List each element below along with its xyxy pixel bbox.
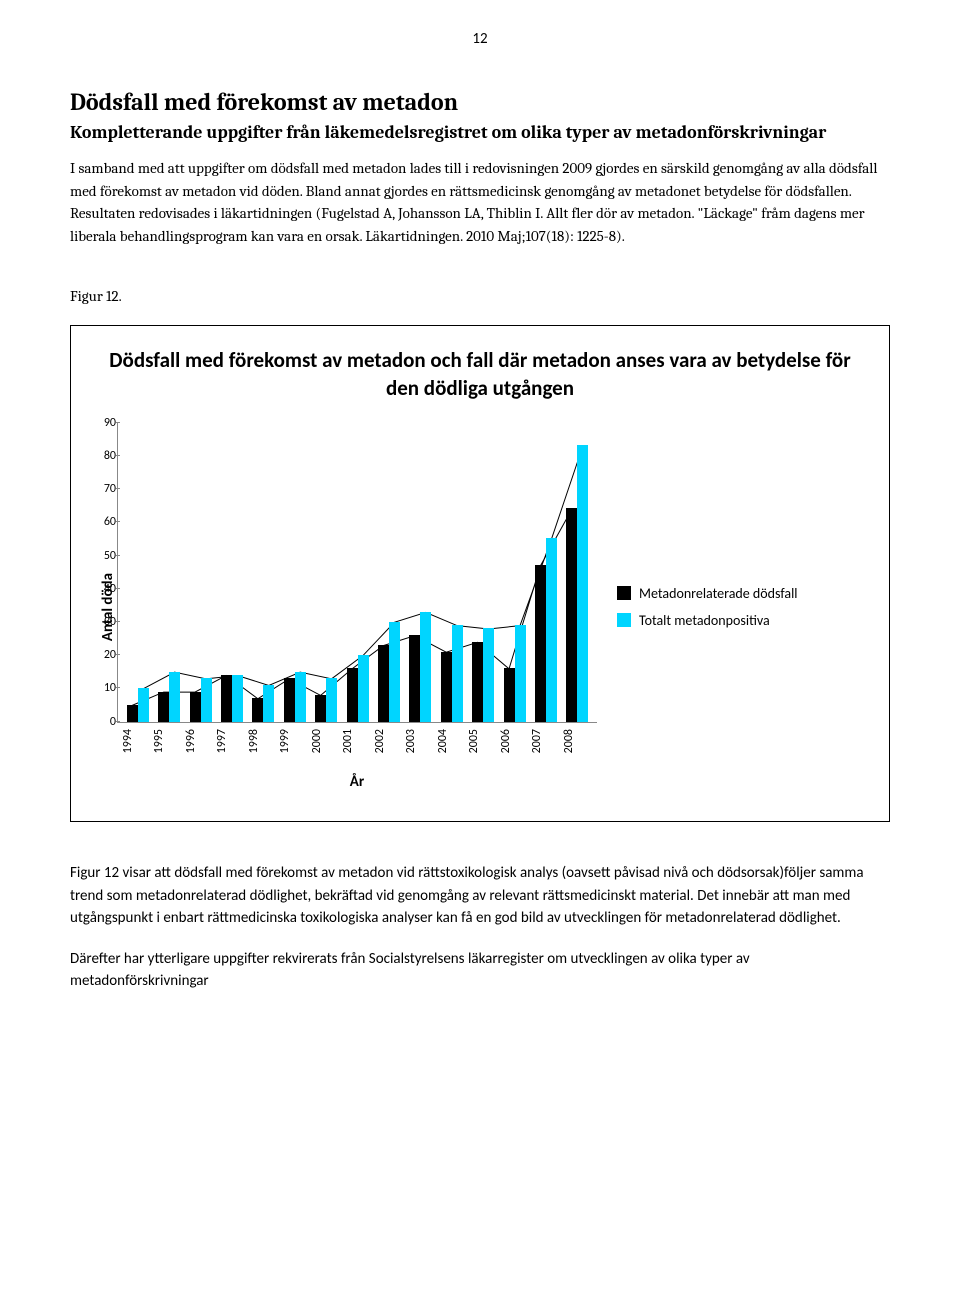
x-axis-label: År <box>117 773 597 791</box>
x-tick-label: 2002 <box>373 729 404 755</box>
legend: Metadonrelaterade dödsfall Totalt metadon… <box>617 575 798 639</box>
main-heading: Dödsfall med förekomst av metadon <box>70 88 890 116</box>
x-tick-label: 2000 <box>310 729 341 755</box>
y-tick: 40 <box>104 582 116 596</box>
x-tick-label: 2004 <box>436 729 467 755</box>
bar <box>347 668 358 721</box>
bar-group <box>467 423 498 722</box>
y-ticks: 0102030405060708090 <box>86 423 116 722</box>
bar <box>326 678 337 721</box>
bar-group <box>310 423 341 722</box>
bar <box>577 445 588 722</box>
bar-group <box>499 423 530 722</box>
bar <box>232 675 243 722</box>
y-tick: 10 <box>104 681 116 695</box>
x-tick-label: 1996 <box>184 729 215 755</box>
bar <box>420 612 431 722</box>
x-tick-label: 2005 <box>467 729 498 755</box>
bar <box>566 508 577 721</box>
chart-title: Dödsfall med förekomst av metadon och fa… <box>91 346 869 403</box>
x-tick-label: 1998 <box>247 729 278 755</box>
bar <box>515 625 526 722</box>
y-tick: 20 <box>104 648 116 662</box>
bar <box>535 565 546 722</box>
bar-group <box>248 423 279 722</box>
bar-group <box>405 423 436 722</box>
bar <box>127 705 138 722</box>
plot-area: 0102030405060708090 <box>117 423 597 723</box>
bar <box>409 635 420 722</box>
bar-group <box>373 423 404 722</box>
bar-group <box>216 423 247 722</box>
y-tick: 80 <box>104 449 116 463</box>
x-labels: 1994199519961997199819992000200120022003… <box>117 723 597 755</box>
bar-group <box>122 423 153 722</box>
x-tick-label: 1995 <box>152 729 183 755</box>
y-tick: 30 <box>104 615 116 629</box>
bar <box>284 678 295 721</box>
paragraph-2: Figur 12 visar att dödsfall med förekoms… <box>70 862 890 930</box>
bar-group <box>562 423 593 722</box>
bar <box>504 668 515 721</box>
bar <box>358 655 369 722</box>
bar <box>263 685 274 722</box>
bar <box>315 695 326 722</box>
y-tick: 70 <box>104 482 116 496</box>
bar <box>221 675 232 722</box>
bar-group <box>153 423 184 722</box>
bar <box>483 628 494 721</box>
bar <box>472 642 483 722</box>
paragraph-1: I samband med att uppgifter om dödsfall … <box>70 157 890 247</box>
x-tick-label: 2008 <box>562 729 593 755</box>
bar <box>441 652 452 722</box>
bar <box>378 645 389 722</box>
sub-heading: Kompletterande uppgifter från läkemedels… <box>70 122 890 143</box>
figure-label: Figur 12. <box>70 287 890 305</box>
x-tick-label: 1994 <box>121 729 152 755</box>
bar-group <box>279 423 310 722</box>
bar-group <box>436 423 467 722</box>
y-tick: 90 <box>104 416 116 430</box>
bar-group <box>530 423 561 722</box>
bar <box>546 538 557 721</box>
x-tick-label: 1999 <box>278 729 309 755</box>
chart-container: Dödsfall med förekomst av metadon och fa… <box>70 325 890 822</box>
legend-label: Totalt metadonpositiva <box>639 612 770 629</box>
y-tick: 0 <box>110 715 116 729</box>
bar <box>295 672 306 722</box>
bar-group <box>185 423 216 722</box>
bar <box>201 678 212 721</box>
x-tick-label: 2003 <box>404 729 435 755</box>
bar <box>252 698 263 721</box>
bar <box>452 625 463 722</box>
y-tick: 50 <box>104 549 116 563</box>
bar <box>389 622 400 722</box>
legend-item: Metadonrelaterade dödsfall <box>617 585 798 602</box>
bar-group <box>342 423 373 722</box>
legend-swatch <box>617 613 631 627</box>
x-tick-label: 2006 <box>499 729 530 755</box>
bar <box>138 688 149 721</box>
legend-swatch <box>617 586 631 600</box>
x-tick-label: 1997 <box>215 729 246 755</box>
bar <box>158 692 169 722</box>
y-tick: 60 <box>104 515 116 529</box>
page-number: 12 <box>70 30 890 48</box>
paragraph-3: Därefter har ytterligare uppgifter rekvi… <box>70 948 890 993</box>
x-tick-label: 2001 <box>341 729 372 755</box>
bar <box>190 692 201 722</box>
x-tick-label: 2007 <box>530 729 561 755</box>
legend-label: Metadonrelaterade dödsfall <box>639 585 798 602</box>
bar <box>169 672 180 722</box>
legend-item: Totalt metadonpositiva <box>617 612 798 629</box>
